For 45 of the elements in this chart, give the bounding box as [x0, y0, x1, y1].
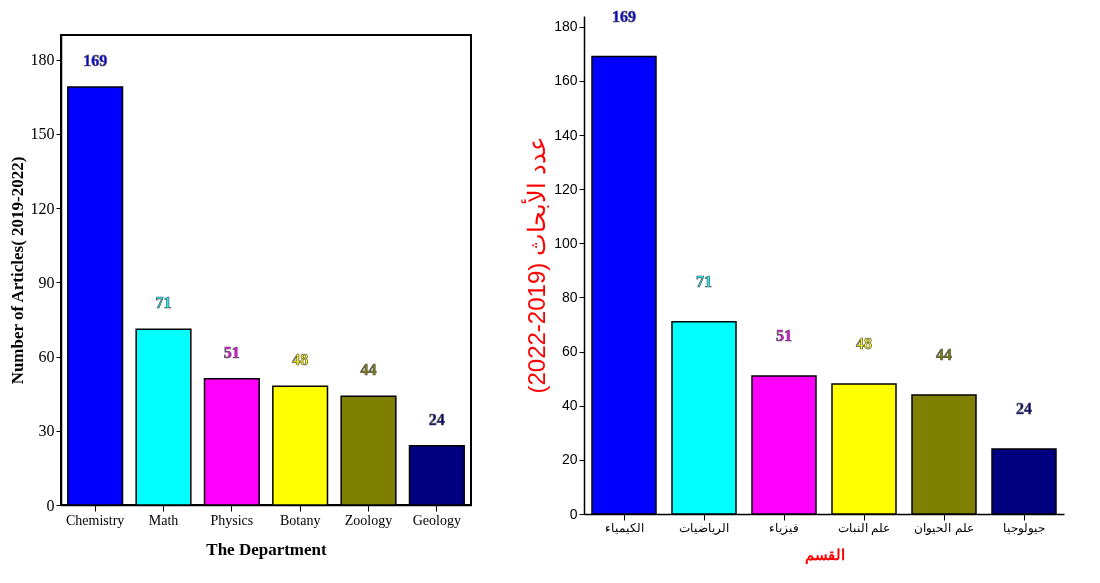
data-label: 169 [612, 7, 636, 25]
x-axis-title: القسم [804, 545, 845, 564]
y-tick-label: 0 [569, 505, 578, 522]
y-tick-label: 60 [38, 348, 55, 366]
y-tick-label: 80 [561, 288, 578, 305]
data-label: 24 [428, 410, 445, 428]
x-tick-label: Geology [412, 512, 461, 528]
data-label: 24 [1016, 400, 1032, 418]
x-tick-label: الرياضيات [679, 520, 729, 535]
x-tick-label: Botany [279, 512, 321, 528]
y-axis-title: Number of Articles( 2019-2022) [7, 156, 27, 385]
y-tick-label: 90 [38, 273, 55, 291]
y-axis-title: عدد الأبحاث (2019-2022) [521, 137, 551, 394]
x-tick-label: Chemistry [65, 512, 125, 528]
y-tick-label: 140 [554, 126, 578, 143]
y-tick-label: 0 [46, 496, 55, 514]
y-tick-label: 180 [30, 51, 55, 69]
data-label: 48 [292, 351, 309, 369]
data-label: 48 [856, 335, 872, 353]
data-label: 44 [360, 361, 377, 379]
data-label: 71 [155, 294, 172, 312]
y-tick-label: 150 [30, 125, 55, 143]
data-label: 71 [696, 272, 712, 290]
y-tick-label: 180 [554, 18, 578, 35]
x-tick-label: علم الحيوان [914, 520, 974, 535]
y-tick-label: 60 [561, 343, 578, 360]
y-tick-label: 30 [38, 422, 55, 440]
x-tick-label: جيولوجيا [1003, 520, 1045, 535]
y-tick-label: 120 [554, 180, 578, 197]
y-tick-label: 20 [561, 451, 578, 468]
x-tick-label: Physics [210, 512, 254, 528]
data-label: 44 [936, 345, 952, 363]
x-tick-label: الكيمياء [604, 520, 644, 535]
x-tick-label: علم النبات [837, 520, 891, 535]
data-label: 51 [223, 343, 240, 361]
y-tick-label: 40 [561, 397, 578, 414]
data-label: 169 [83, 51, 108, 69]
x-axis-title: The Department [206, 539, 328, 559]
x-tick-label: Math [148, 512, 179, 528]
y-tick-label: 160 [554, 72, 578, 89]
x-tick-label: Zoology [344, 512, 393, 528]
data-label: 51 [776, 326, 792, 344]
y-tick-label: 100 [554, 234, 578, 251]
y-tick-label: 120 [30, 199, 55, 217]
x-tick-label: فيزياء [769, 520, 799, 535]
